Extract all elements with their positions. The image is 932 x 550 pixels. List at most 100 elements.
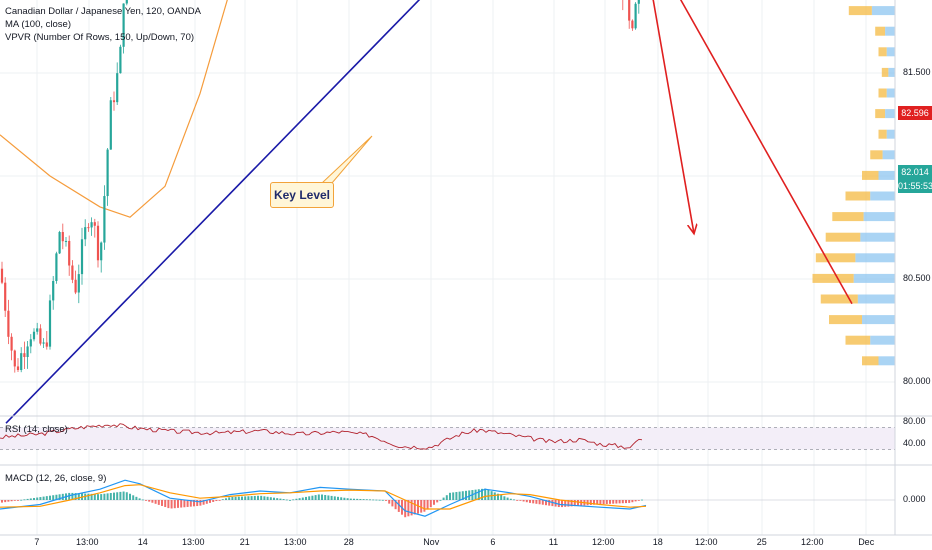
macd-histogram-bar (289, 500, 291, 501)
volume-bar-down (886, 88, 895, 98)
candle-body (116, 73, 119, 103)
volume-bar-up (878, 47, 887, 57)
macd-histogram-bar (436, 500, 439, 503)
macd-histogram-bar (285, 499, 288, 501)
macd-histogram-bar (548, 500, 551, 506)
candle-body (0, 268, 4, 283)
macd-histogram-bar (247, 496, 250, 500)
macd-histogram-bar (465, 490, 467, 500)
macd-histogram-bar (257, 495, 259, 500)
candle-body (23, 353, 26, 358)
ma-legend[interactable]: MA (100, close) (5, 19, 71, 30)
macd-histogram-bar (423, 500, 426, 512)
macd-histogram-bar (525, 500, 528, 503)
macd-histogram-bar (375, 499, 378, 501)
candle-body (61, 232, 64, 242)
candle-body (74, 279, 77, 293)
macd-histogram-bar (404, 500, 407, 518)
macd-histogram-bar (362, 499, 365, 500)
macd-histogram-bar (519, 500, 522, 501)
candle-body (26, 346, 29, 358)
macd-histogram-bar (433, 500, 435, 505)
volume-bar-up (862, 170, 879, 180)
macd-histogram-bar (538, 500, 541, 505)
volume-bar-up (825, 232, 861, 242)
price-tick-label: 80.500 (903, 273, 931, 283)
chart-legend: Canadian Dollar / Japanese Yen, 120, OAN… (5, 5, 201, 44)
candle-body (10, 336, 13, 351)
volume-bar-down (862, 315, 895, 325)
macd-histogram-bar (461, 491, 464, 500)
rsi-line (0, 423, 643, 450)
macd-histogram-bar (567, 500, 570, 507)
time-tick-label: 25 (756, 537, 767, 547)
macd-histogram-bar (324, 494, 327, 500)
projection-arrow (652, 0, 694, 234)
macd-histogram-bar (449, 492, 451, 500)
candle-body (125, 0, 128, 4)
candle-body (32, 331, 36, 340)
macd-label[interactable]: MACD (12, 26, close, 9) (5, 473, 107, 484)
macd-histogram-bar (317, 494, 320, 500)
macd-histogram-bar (513, 499, 515, 501)
volume-bar-down (871, 6, 895, 16)
time-tick-label: 6 (490, 537, 496, 547)
macd-histogram-bar (561, 500, 563, 508)
time-tick-label: 13:00 (76, 537, 99, 547)
macd-histogram-bar (570, 500, 573, 507)
macd-histogram-bar (612, 500, 615, 504)
macd-histogram-bar (637, 500, 640, 501)
macd-histogram-bar (87, 493, 90, 500)
macd-histogram-bar (36, 497, 39, 500)
key-level-annotation[interactable]: Key Level (270, 182, 334, 208)
macd-histogram-bar (458, 491, 461, 500)
macd-histogram-bar (605, 500, 608, 504)
time-tick-label: 7 (34, 537, 40, 547)
macd-histogram-bar (385, 500, 387, 501)
macd-histogram-bar (621, 500, 624, 504)
macd-histogram-bar (378, 499, 381, 501)
macd-histogram-bar (596, 500, 599, 505)
macd-histogram-bar (641, 499, 643, 501)
macd-histogram-bar (225, 498, 227, 500)
vpvr-legend[interactable]: VPVR (Number Of Rows, 150, Up/Down, 70) (5, 32, 195, 43)
symbol-title[interactable]: Canadian Dollar / Japanese Yen, 120, OAN… (5, 6, 201, 17)
time-tick-label: 12:00 (592, 537, 615, 547)
macd-histogram-bar (372, 499, 375, 501)
time-tick-label: 18 (652, 537, 663, 547)
candle-body (39, 328, 42, 344)
candle-body (58, 232, 61, 254)
macd-histogram-bar (263, 496, 266, 500)
macd-histogram-bar (26, 498, 29, 500)
moving-average-line (0, 0, 228, 218)
macd-histogram-bar (359, 498, 362, 500)
volume-bar-up (820, 294, 858, 304)
macd-histogram-bar (410, 500, 413, 516)
time-tick-label: 21 (239, 537, 250, 547)
macd-histogram-bar (71, 492, 74, 500)
current-price-tag: 82.014 (898, 165, 932, 179)
macd-histogram-bar (189, 500, 192, 507)
rsi-label[interactable]: RSI (14, close) (5, 424, 68, 435)
candle-body (29, 339, 32, 347)
macd-histogram-bar (445, 495, 448, 500)
macd-histogram-bar (439, 499, 442, 501)
candle-body (103, 196, 106, 243)
macd-histogram-bar (279, 498, 282, 500)
macd-histogram-bar (20, 499, 23, 501)
macd-histogram-bar (308, 496, 311, 500)
macd-histogram-bar (353, 498, 355, 500)
macd-histogram-bar (545, 500, 547, 506)
macd-histogram-bar (234, 496, 237, 500)
macd-histogram-bar (628, 500, 631, 503)
macd-histogram-bar (61, 493, 64, 500)
candle-body (45, 342, 48, 347)
macd-histogram-bar (541, 500, 544, 505)
macd-histogram-bar (145, 500, 147, 501)
price-candles (0, 0, 640, 373)
resistance-price-tag: 82.596 (898, 106, 932, 120)
macd-histogram-bar (7, 500, 10, 502)
macd-histogram-bar (282, 499, 285, 500)
candle-body (631, 20, 634, 29)
